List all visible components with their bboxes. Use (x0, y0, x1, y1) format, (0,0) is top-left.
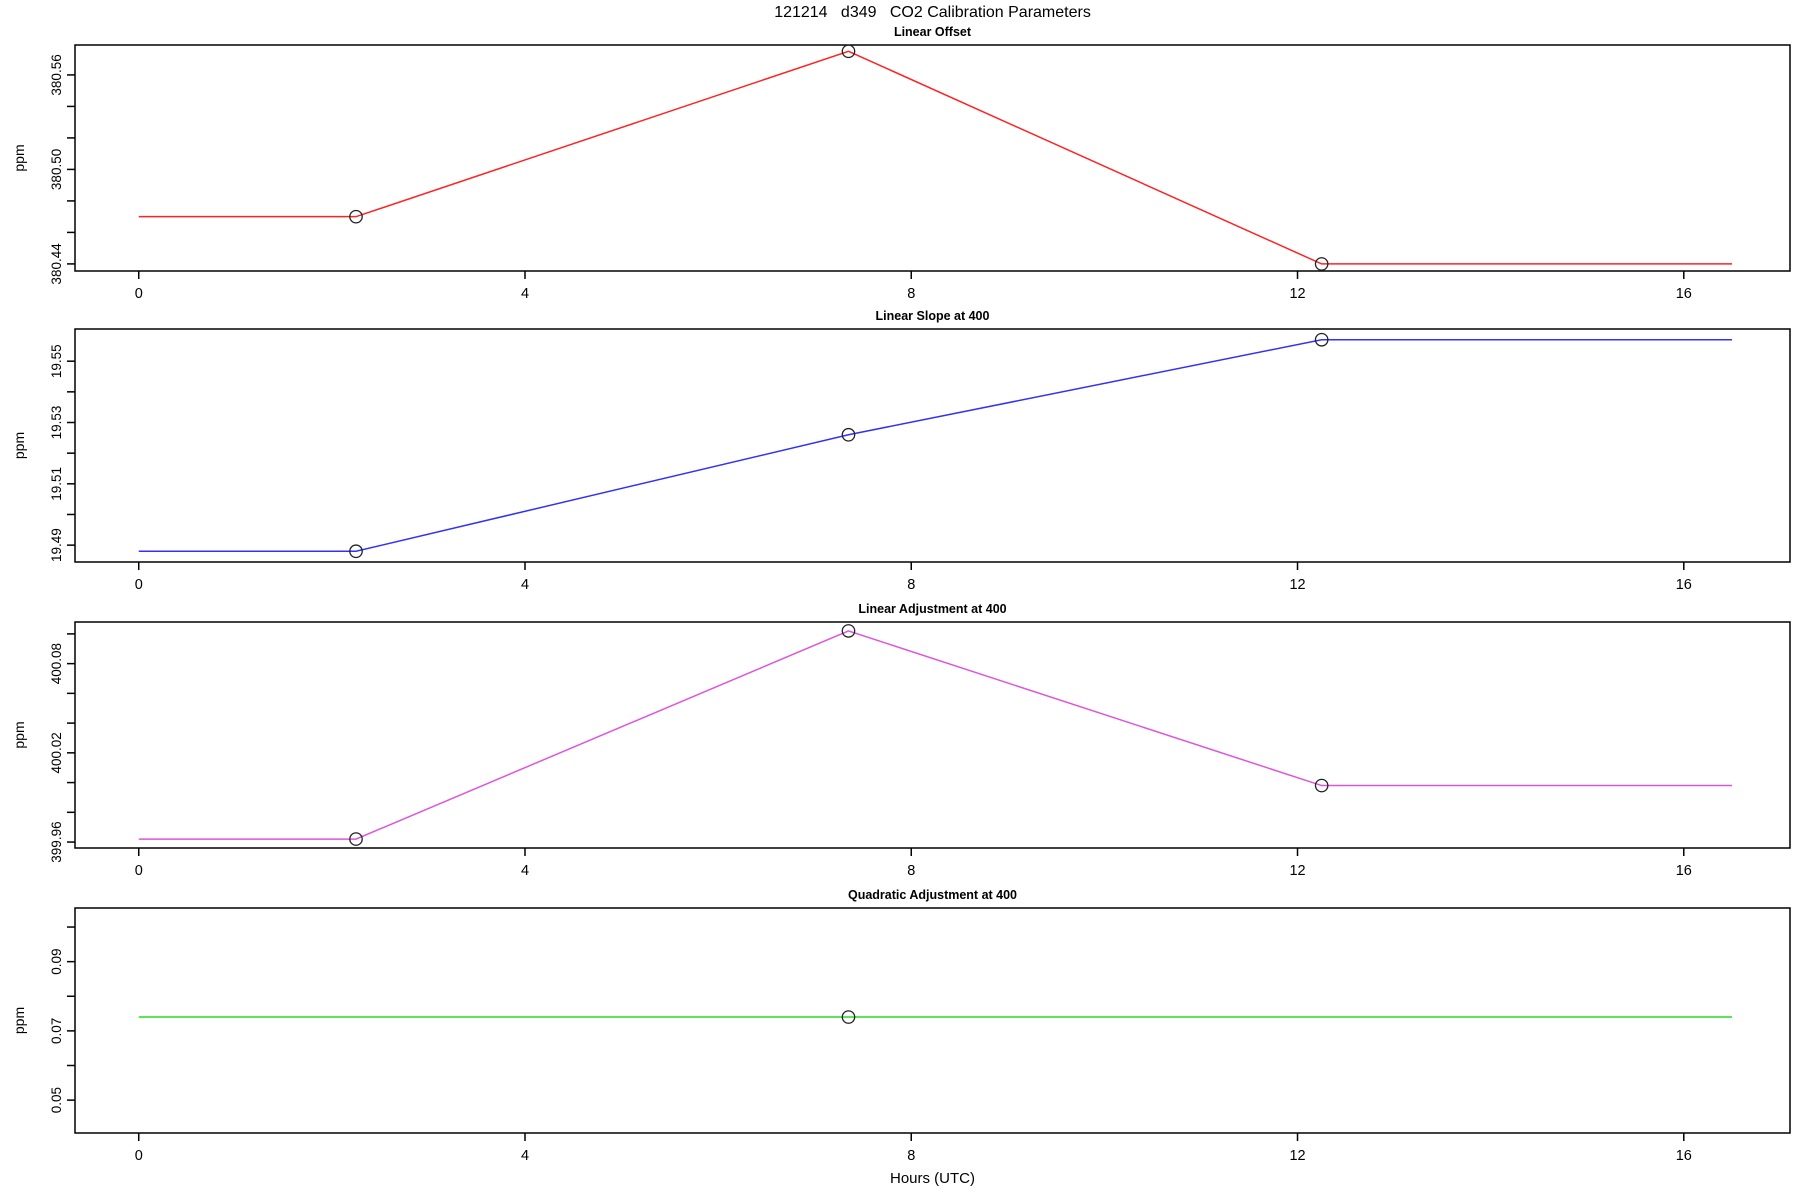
y-tick-label: 0.09 (49, 949, 64, 975)
x-tick-label: 0 (135, 286, 143, 302)
x-tick-label: 4 (521, 577, 529, 593)
chart-svg-0: Linear Offset 380.44 380.50 380.56 ppm 0 4 8 12 1… (11, 25, 1791, 302)
panel-title: Linear Offset (894, 25, 972, 39)
data-point-marker (349, 832, 363, 846)
series-line (138, 630, 1733, 840)
x-tick-label: 12 (1289, 1148, 1305, 1164)
data-point-marker (1314, 257, 1329, 271)
x-tick-label: 8 (907, 863, 915, 879)
x-tick-label: 16 (1676, 863, 1692, 879)
x-tick-label: 12 (1289, 863, 1305, 879)
x-tick-label: 8 (907, 577, 915, 593)
y-tick-label: 380.44 (49, 243, 64, 285)
x-tick-label: 12 (1289, 577, 1305, 593)
x-tick-label: 4 (521, 286, 529, 302)
x-tick-label: 0 (135, 863, 143, 879)
y-axis-title: ppm (11, 721, 27, 748)
main-title: 121214 d349 CO2 Calibration Parameters (774, 4, 1091, 21)
series-line (138, 50, 1733, 265)
chart-svg-3: Quadratic Adjustment at 400 0.05 0.07 0.09 p… (11, 888, 1791, 1164)
x-tick-label: 0 (135, 577, 143, 593)
y-tick-label: 380.56 (49, 54, 64, 95)
series-line (138, 338, 1733, 553)
y-axis-title: ppm (11, 1007, 27, 1034)
plot-box (74, 907, 1791, 1134)
y-tick-label: 399.96 (49, 821, 64, 862)
x-tick-label: 4 (521, 1148, 529, 1164)
data-point-marker (841, 44, 856, 59)
data-point-marker (841, 1010, 856, 1024)
panel-title: Linear Adjustment at 400 (858, 602, 1006, 616)
y-tick-label: 19.49 (49, 528, 64, 562)
chart-svg-2: Linear Adjustment at 400 399.96 400.02 400.… (11, 602, 1791, 879)
y-tick-label: 19.53 (49, 406, 64, 440)
y-axis-title: ppm (11, 432, 27, 459)
y-tick-label: 400.08 (49, 643, 64, 684)
y-tick-label: 400.02 (49, 732, 64, 773)
data-point-marker (349, 209, 363, 224)
plot-box (74, 44, 1791, 272)
chart-svg-1: Linear Slope at 400 19.49 19.51 19.53 19.55 p… (11, 309, 1791, 593)
x-tick-label: 12 (1289, 286, 1305, 302)
plot-box (74, 328, 1791, 563)
y-tick-label: 380.50 (49, 149, 64, 190)
y-tick-label: 19.51 (49, 467, 64, 501)
x-tick-label: 4 (521, 863, 529, 879)
x-axis-title: Hours (UTC) (890, 1170, 975, 1187)
y-tick-label: 19.55 (49, 344, 64, 378)
y-tick-label: 0.05 (49, 1087, 64, 1113)
x-tick-label: 8 (907, 286, 915, 302)
x-tick-label: 8 (907, 1148, 915, 1164)
data-point-marker (349, 544, 363, 559)
y-tick-label: 0.07 (49, 1018, 64, 1044)
plot-box (74, 621, 1791, 849)
x-tick-label: 16 (1676, 1148, 1692, 1164)
y-axis-title: ppm (11, 144, 27, 171)
data-point-marker (841, 427, 856, 442)
data-point-marker (1314, 778, 1329, 793)
panel-title: Linear Slope at 400 (876, 309, 990, 323)
x-tick-label: 16 (1676, 286, 1692, 302)
data-point-marker (841, 624, 856, 638)
panel-title: Quadratic Adjustment at 400 (848, 888, 1017, 902)
data-point-marker (1314, 332, 1329, 347)
x-tick-label: 16 (1676, 577, 1692, 593)
x-tick-label: 0 (135, 1148, 143, 1164)
